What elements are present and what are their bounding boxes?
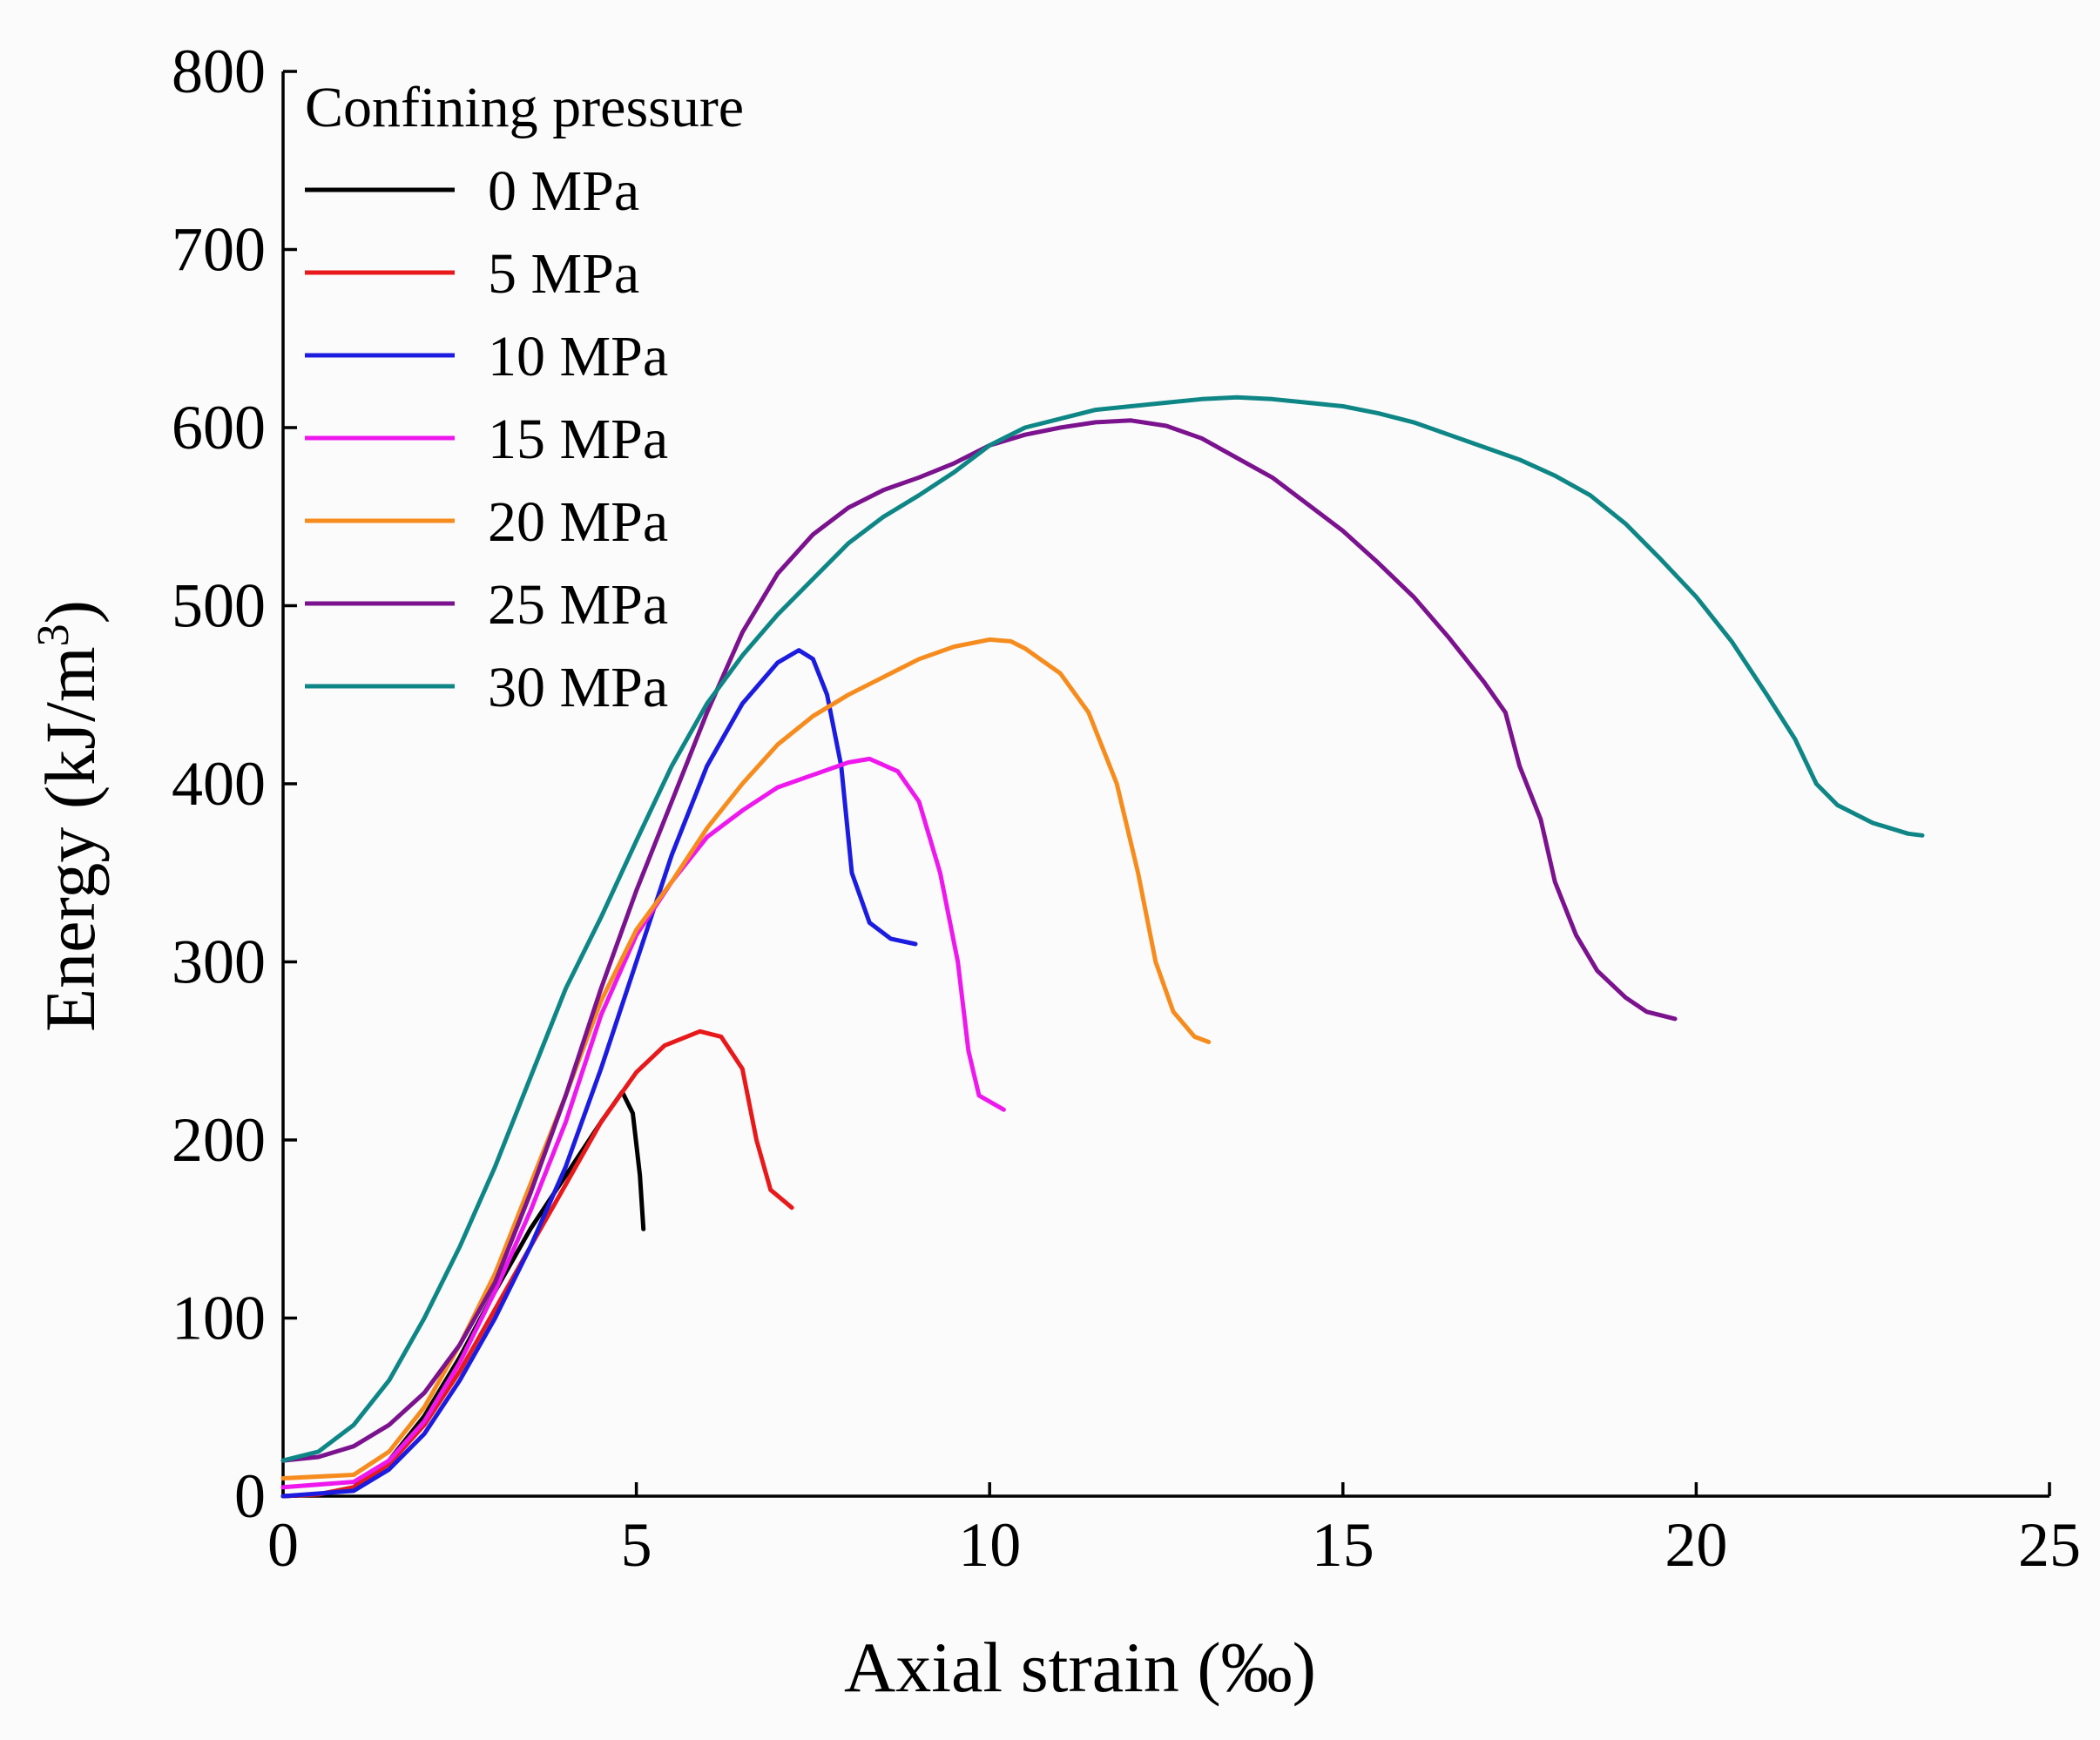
series-line-20-mpa [280, 637, 1212, 1480]
y-tick-label: 500 [172, 571, 266, 641]
series-line-15-mpa [280, 756, 1006, 1490]
series-line-25-mpa [280, 418, 1678, 1463]
x-tick-label: 10 [958, 1510, 1021, 1580]
y-tick-label: 800 [172, 37, 266, 106]
y-tick-label: 300 [172, 927, 266, 997]
series-line-10-mpa [280, 648, 918, 1499]
x-axis-title: Axial strain (‰) [844, 1628, 1316, 1707]
y-axis-title-close: ) [30, 600, 110, 624]
legend-label: 20 MPa [488, 490, 668, 554]
legend-label: 25 MPa [488, 573, 668, 637]
y-axis-title: Energy (kJ/m3) [29, 600, 110, 1032]
legend-title: Confining pressure [305, 76, 744, 139]
y-tick-label: 600 [172, 393, 266, 462]
y-tick-label: 200 [172, 1105, 266, 1175]
x-tick-label: 0 [267, 1510, 299, 1580]
y-tick-label: 400 [172, 749, 266, 819]
x-tick-label: 20 [1664, 1510, 1727, 1580]
series-group [280, 395, 1925, 1499]
legend-label: 15 MPa [488, 408, 668, 471]
axes: 0 5 10 15 20 25 0 100 200 300 400 500 600 700 800 [172, 37, 2081, 1580]
x-tick-label: 5 [621, 1510, 652, 1580]
series-line-30-mpa [280, 395, 1925, 1463]
y-tick-label: 100 [172, 1284, 266, 1353]
x-tick-label: 25 [2018, 1510, 2081, 1580]
y-axis-title-main: Energy (kJ/m [30, 646, 110, 1032]
legend-label: 5 MPa [488, 242, 639, 306]
y-tick-label: 700 [172, 215, 266, 285]
x-tick-label: 15 [1312, 1510, 1374, 1580]
series-line-5-mpa [280, 1028, 794, 1499]
legend-label: 10 MPa [488, 325, 668, 388]
legend-label: 0 MPa [488, 159, 639, 223]
legend: Confining pressure 0 MPa 5 MPa 10 MPa 15 MP… [305, 76, 744, 719]
legend-label: 30 MPa [488, 656, 668, 719]
y-axis-title-sup: 3 [29, 624, 78, 646]
y-tick-label: 0 [234, 1461, 266, 1531]
